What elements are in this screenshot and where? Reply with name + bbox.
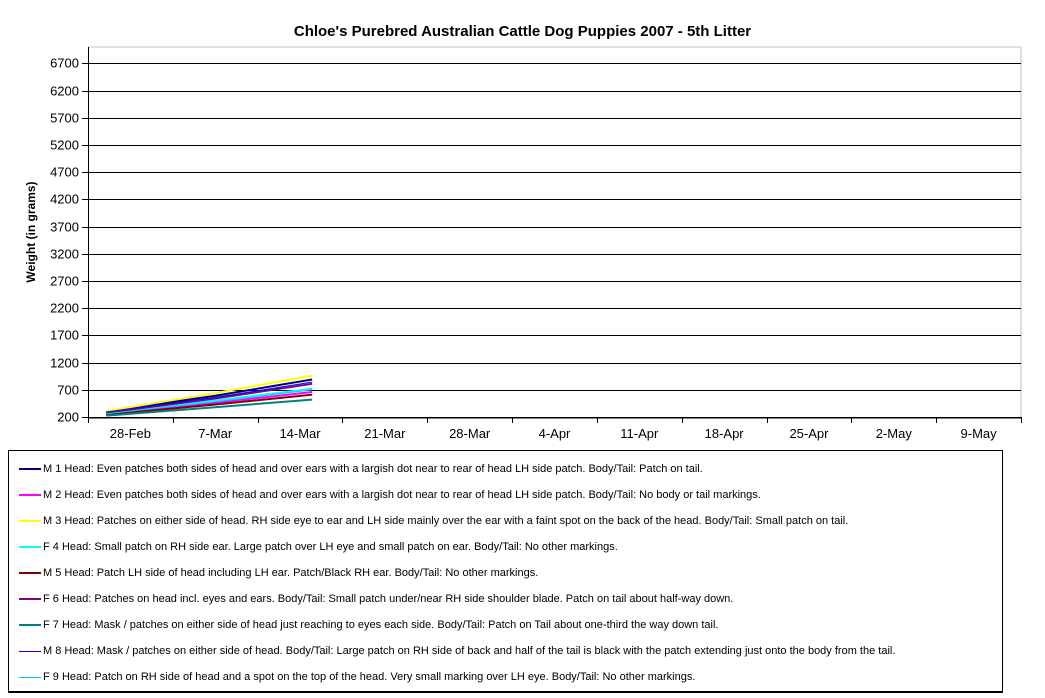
x-tick-label: 9-May — [961, 426, 998, 441]
legend-line-swatch — [19, 676, 41, 678]
x-tick-label: 25-Apr — [789, 426, 829, 441]
series-line-m2 — [106, 390, 313, 416]
legend-item-m8: M 8 Head: Mask / patches on either side … — [19, 638, 1002, 664]
y-tick-label: 6700 — [50, 56, 79, 71]
legend-label: M 2 Head: Even patches both sides of hea… — [43, 489, 761, 501]
legend-label: M 8 Head: Mask / patches on either side … — [43, 645, 896, 657]
series-line-m5 — [106, 393, 313, 416]
x-tick-label: 28-Mar — [449, 426, 491, 441]
legend-item-m5: M 5 Head: Patch LH side of head includin… — [19, 560, 1002, 586]
series-line-f7 — [106, 398, 313, 417]
x-tick-label: 28-Feb — [110, 426, 151, 441]
legend-label: M 1 Head: Even patches both sides of hea… — [43, 463, 703, 475]
legend-label: F 7 Head: Mask / patches on either side … — [43, 619, 719, 631]
x-tick-label: 2-May — [876, 426, 913, 441]
legend-label: M 3 Head: Patches on either side of head… — [43, 515, 849, 527]
legend-line-swatch — [19, 650, 41, 652]
series-line-m1 — [106, 378, 313, 413]
x-tick-label: 4-Apr — [539, 426, 571, 441]
y-tick-label: 4200 — [50, 192, 79, 207]
series-line-f4 — [106, 387, 313, 415]
chart-title: Chloe's Purebred Australian Cattle Dog P… — [293, 23, 752, 40]
y-tick-label: 6200 — [50, 84, 79, 99]
legend-line-swatch — [19, 572, 41, 574]
y-tick-label: 3700 — [50, 220, 79, 235]
legend-item-m3: M 3 Head: Patches on either side of head… — [19, 508, 1002, 534]
legend-item-f6: F 6 Head: Patches on head incl. eyes and… — [19, 586, 1002, 612]
plot-area: 200 700 1200 1700 2200 2700 3200 3700 4200 4700 52… — [50, 46, 1022, 441]
x-tick-label: 11-Apr — [620, 426, 659, 441]
legend-line-swatch — [19, 468, 41, 470]
y-tick-label: 1700 — [50, 328, 79, 343]
legend-line-swatch — [19, 624, 41, 626]
series-line-f6 — [106, 382, 313, 414]
legend-line-swatch — [19, 520, 41, 522]
y-tick-label: 5700 — [50, 111, 79, 126]
x-tick-label: 7-Mar — [198, 426, 233, 441]
series-line-f9 — [106, 389, 313, 415]
y-tick-label: 2700 — [50, 274, 79, 289]
y-tick-label: 1200 — [50, 356, 79, 371]
legend-line-swatch — [19, 494, 41, 496]
legend-item-f7: F 7 Head: Mask / patches on either side … — [19, 612, 1002, 638]
y-tick-label: 4700 — [50, 165, 79, 180]
series-line-m8 — [106, 381, 313, 413]
y-tick-label: 200 — [57, 410, 79, 425]
legend-line-swatch — [19, 546, 41, 548]
legend-item-m1: M 1 Head: Even patches both sides of hea… — [19, 456, 1002, 482]
x-tick-label: 21-Mar — [364, 426, 406, 441]
legend-line-swatch — [19, 598, 41, 600]
legend-label: F 9 Head: Patch on RH side of head and a… — [43, 671, 696, 683]
y-tick-label: 3200 — [50, 247, 79, 262]
legend: M 1 Head: Even patches both sides of hea… — [8, 450, 1003, 693]
legend-label: F 6 Head: Patches on head incl. eyes and… — [43, 593, 734, 605]
legend-label: M 5 Head: Patch LH side of head includin… — [43, 567, 539, 579]
y-tick-label: 2200 — [50, 301, 79, 316]
legend-item-m2: M 2 Head: Even patches both sides of hea… — [19, 482, 1002, 508]
y-axis-title: Weight (in grams) — [24, 181, 38, 283]
legend-label: F 4 Head: Small patch on RH side ear. La… — [43, 541, 618, 553]
x-tick-label: 14-Mar — [279, 426, 321, 441]
series-line-m3 — [106, 374, 313, 413]
legend-item-f9: F 9 Head: Patch on RH side of head and a… — [19, 664, 1002, 690]
y-tick-label: 700 — [57, 383, 79, 398]
x-tick-label: 18-Apr — [705, 426, 745, 441]
y-tick-label: 5200 — [50, 138, 79, 153]
legend-item-f4: F 4 Head: Small patch on RH side ear. La… — [19, 534, 1002, 560]
